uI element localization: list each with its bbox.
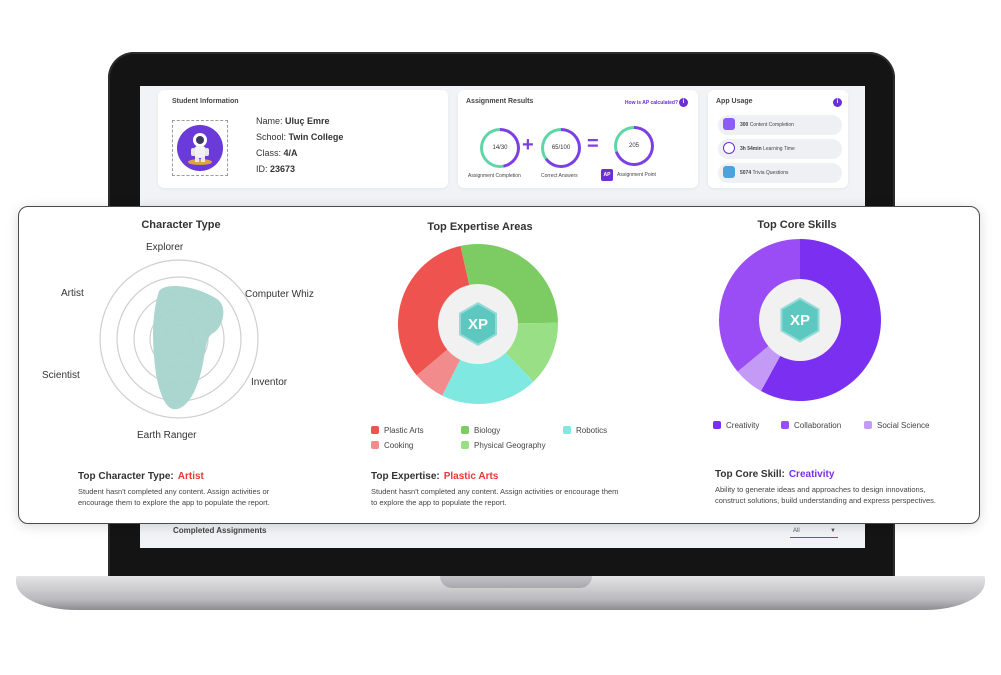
- radar-axis-explorer: Explorer: [146, 242, 184, 253]
- legend-plastic-arts: Plastic Arts: [371, 425, 424, 435]
- completion-ring: 14/30: [480, 128, 520, 168]
- xp-hexagon-icon: [459, 302, 497, 346]
- usage-learning-time: 3h 54min Learning Time: [718, 139, 842, 159]
- completion-label: Assignment Completion: [468, 173, 521, 179]
- ap-calculation-link[interactable]: How is AP calculated?: [624, 100, 678, 106]
- astronaut-icon: [188, 133, 212, 165]
- stack-icon: [723, 117, 735, 130]
- assignments-filter-select[interactable]: All ▼: [790, 524, 838, 538]
- donut-slice-collaboration: [719, 239, 800, 372]
- assignment-results-card: Assignment Results How is AP calculated?…: [458, 90, 698, 188]
- legend-cooking: Cooking: [371, 440, 413, 450]
- legend-swatch: [713, 420, 721, 429]
- character-radar-chart: [99, 259, 259, 419]
- donut-slice-robotics: [442, 324, 534, 404]
- assignment-results-title: Assignment Results: [466, 98, 534, 105]
- legend-swatch: [864, 420, 872, 429]
- radar-axis-earth-ranger: Earth Ranger: [137, 430, 197, 441]
- equals-icon: =: [587, 133, 599, 155]
- radar-axis-artist: Artist: [61, 288, 84, 299]
- question-icon: [723, 165, 735, 178]
- points-value: 205: [617, 129, 651, 163]
- skills-donut-chart: XP: [719, 239, 881, 401]
- legend-swatch: [563, 425, 571, 434]
- xp-badge-label: XP: [468, 316, 488, 333]
- legend-biology: Biology: [461, 425, 500, 435]
- avatar-frame: [172, 120, 228, 176]
- usage-trivia-questions: 5074 Trivia Questions: [718, 163, 842, 183]
- legend-swatch: [461, 425, 469, 434]
- legend-swatch: [781, 420, 789, 429]
- legend-creativity: Creativity: [713, 420, 759, 430]
- app-usage-info-icon[interactable]: i: [833, 98, 842, 107]
- radar-axis-scientist: Scientist: [42, 370, 80, 381]
- avatar: [177, 125, 223, 171]
- student-info-title: Student Information: [172, 98, 239, 105]
- character-type-title: Character Type: [141, 219, 221, 231]
- student-school: School: Twin College: [256, 132, 344, 142]
- student-class: Class: 4/A: [256, 148, 298, 158]
- app-usage-card: App Usage i 300 Content Completion 3h 54…: [708, 90, 848, 188]
- correct-ring: 65/100: [541, 128, 581, 168]
- analytics-panel: Character Type Explorer Computer Whiz In…: [18, 206, 980, 524]
- legend-collaboration: Collaboration: [781, 420, 841, 430]
- xp-hexagon-icon: [780, 297, 820, 343]
- core-skill-description: Ability to generate ideas and approaches…: [715, 485, 936, 505]
- legend-physical-geography: Physical Geography: [461, 440, 546, 450]
- legend-robotics: Robotics: [563, 425, 607, 435]
- top-expertise-summary: Top Expertise: Plastic Arts: [371, 471, 499, 482]
- correct-label: Correct Answers: [541, 173, 578, 179]
- ap-badge: AP: [601, 169, 613, 181]
- top-character-type: Top Character Type: Artist: [78, 471, 204, 482]
- chevron-down-icon: ▼: [830, 528, 836, 534]
- completion-value: 14/30: [483, 131, 517, 165]
- student-name: Name: Uluç Emre: [256, 116, 330, 126]
- expertise-donut-chart: XP: [398, 244, 558, 404]
- radar-axis-inventor: Inventor: [251, 377, 288, 388]
- expertise-description: Student hasn't completed any content. As…: [371, 487, 619, 507]
- laptop-notch: [440, 576, 592, 588]
- ap-info-icon[interactable]: i: [679, 98, 688, 107]
- legend-swatch: [371, 440, 379, 449]
- plus-icon: +: [522, 134, 534, 156]
- student-id: ID: 23673: [256, 164, 296, 174]
- radar-area: [153, 285, 224, 410]
- correct-value: 65/100: [544, 131, 578, 165]
- legend-swatch: [461, 440, 469, 449]
- top-core-skills-title: Top Core Skills: [757, 219, 837, 231]
- points-label: Assignment Point: [617, 172, 656, 178]
- legend-swatch: [371, 425, 379, 434]
- usage-content-completion: 300 Content Completion: [718, 115, 842, 135]
- top-expertise-title: Top Expertise Areas: [427, 221, 533, 233]
- top-core-skill-summary: Top Core Skill: Creativity: [715, 469, 835, 480]
- legend-social-science: Social Science: [864, 420, 929, 430]
- xp-badge-label: XP: [790, 312, 810, 329]
- clock-icon: [723, 141, 735, 154]
- character-type-description: Student hasn't completed any content. As…: [78, 487, 270, 507]
- student-info-card: Student Information Name: Uluç Emre Scho…: [158, 90, 448, 188]
- radar-axis-computer-whiz: Computer Whiz: [245, 289, 314, 300]
- points-ring: 205: [614, 126, 654, 166]
- completed-assignments-title: Completed Assignments: [173, 526, 267, 535]
- laptop-base: [16, 576, 985, 610]
- donut-slice-plastic-arts: [398, 245, 478, 376]
- app-usage-title: App Usage: [716, 98, 753, 105]
